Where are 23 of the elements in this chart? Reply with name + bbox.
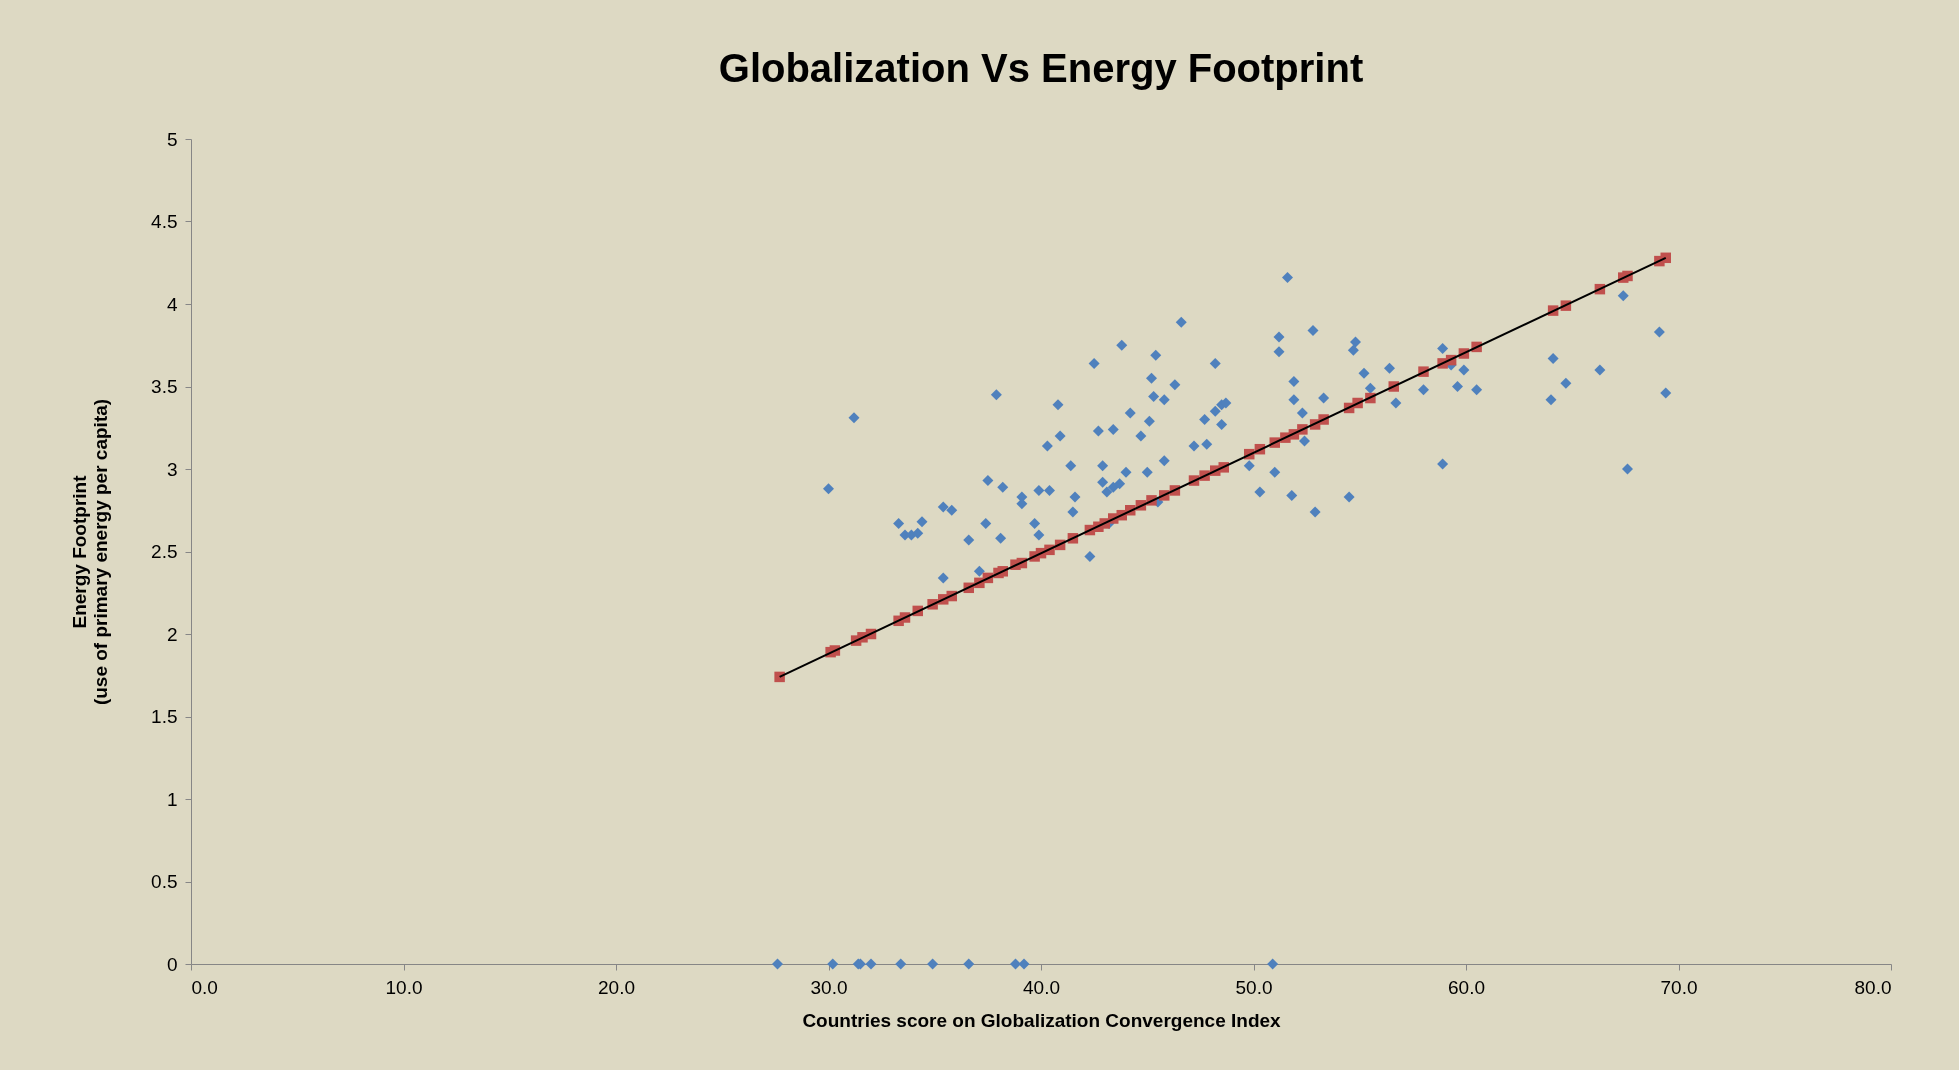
y-tick-label: 4.5 bbox=[151, 211, 178, 232]
x-tick-label: 20.0 bbox=[598, 976, 635, 998]
x-tick-label: 0.0 bbox=[191, 976, 218, 998]
y-tick-label: 3.5 bbox=[151, 376, 178, 397]
x-tick-label: 10.0 bbox=[385, 976, 423, 998]
y-tick-label: 0.5 bbox=[151, 871, 178, 892]
x-tick-label: 80.0 bbox=[1854, 976, 1892, 998]
x-tick-label: 40.0 bbox=[1023, 976, 1060, 998]
y-tick-label: 1.5 bbox=[151, 706, 178, 727]
y-tick-label: 0 bbox=[166, 953, 178, 975]
y-axis-title: Energy Footprint (use of primary energy per capita) bbox=[69, 398, 112, 706]
chart-title: Globalization Vs Energy Footprint bbox=[718, 46, 1364, 90]
x-tick-label: 30.0 bbox=[810, 976, 848, 998]
x-tick-label: 70.0 bbox=[1660, 976, 1698, 998]
y-tick-label: 1 bbox=[166, 788, 178, 810]
x-tick-label: 60.0 bbox=[1448, 976, 1485, 998]
y-tick-label: 5 bbox=[166, 128, 178, 150]
y-tick-label: 2.5 bbox=[151, 541, 178, 562]
y-tick-label: 2 bbox=[166, 623, 178, 645]
y-tick-label: 4 bbox=[166, 293, 178, 315]
x-axis-title: Countries score on Globalization Convergence Index bbox=[802, 1009, 1282, 1031]
y-tick-label: 3 bbox=[166, 458, 178, 480]
x-tick-label: 50.0 bbox=[1235, 976, 1273, 998]
